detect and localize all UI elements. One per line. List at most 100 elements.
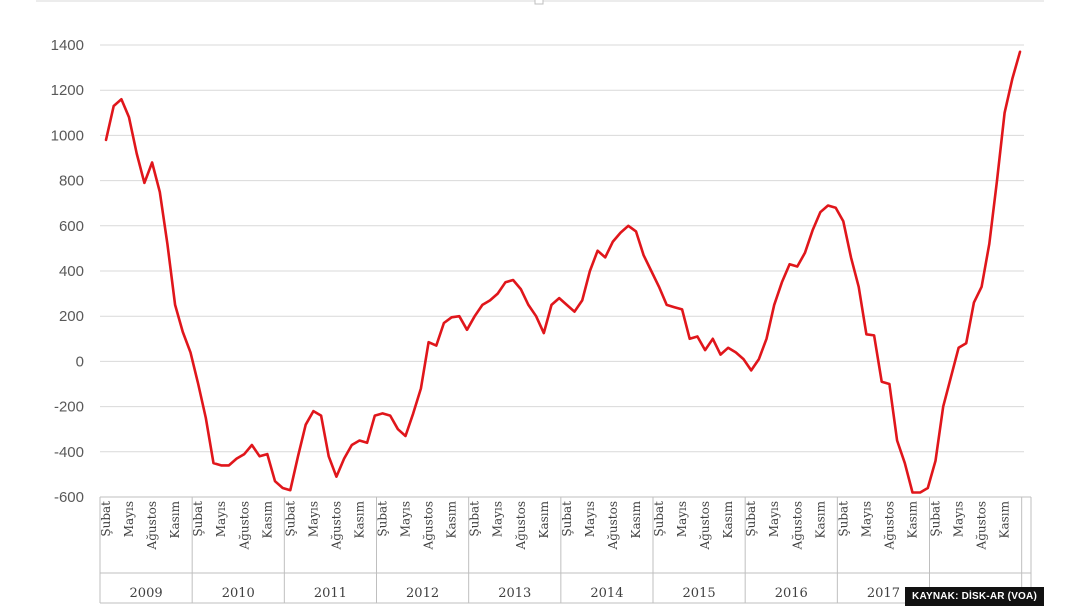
data-point xyxy=(904,462,906,464)
data-point xyxy=(351,444,353,446)
data-point xyxy=(281,487,283,489)
x-tick-label: Şubat xyxy=(652,501,666,537)
data-point xyxy=(374,414,376,416)
data-point xyxy=(865,333,867,335)
data-point xyxy=(527,304,529,306)
x-tick-label: Şubat xyxy=(376,501,390,537)
x-tick-label: Şubat xyxy=(560,501,574,537)
y-tick-label: 1400 xyxy=(51,37,84,54)
x-tick-label: Kasım xyxy=(905,500,919,538)
data-point xyxy=(566,304,568,306)
data-point xyxy=(665,304,667,306)
y-tick-label: 400 xyxy=(59,263,84,280)
data-point xyxy=(788,263,790,265)
data-point xyxy=(512,279,514,281)
x-tick-label: Mayıs xyxy=(767,501,781,537)
data-point xyxy=(489,299,491,301)
x-axis: 2009 Şubat Mayıs Ağustos Kasım 2010 Şubat Mayıs… xyxy=(99,496,1043,604)
data-point xyxy=(205,417,207,419)
data-point xyxy=(957,347,959,349)
x-tick-label: Kasım xyxy=(352,500,366,538)
x-tick-label: Şubat xyxy=(836,501,850,537)
data-point xyxy=(397,428,399,430)
year-label: 2013 xyxy=(498,586,531,601)
data-point xyxy=(973,301,975,303)
data-point xyxy=(850,256,852,258)
data-point xyxy=(612,240,614,242)
x-tick-label: Mayıs xyxy=(122,501,136,537)
data-point xyxy=(243,453,245,455)
y-tick-label: -200 xyxy=(54,399,84,416)
data-point xyxy=(228,464,230,466)
y-tick-label: 0 xyxy=(76,353,84,370)
data-point xyxy=(696,335,698,337)
data-point xyxy=(627,225,629,227)
data-point xyxy=(758,358,760,360)
data-point xyxy=(604,256,606,258)
x-tick-label: Şubat xyxy=(283,501,297,537)
data-point xyxy=(811,229,813,231)
x-tick-label: Mayıs xyxy=(583,501,597,537)
y-tick-label: 600 xyxy=(59,218,84,235)
data-point xyxy=(927,487,929,489)
y-tick-label: -400 xyxy=(54,444,84,461)
data-point xyxy=(481,304,483,306)
data-point xyxy=(673,306,675,308)
data-point xyxy=(458,315,460,317)
x-tick-label: Kasım xyxy=(537,500,551,538)
data-point xyxy=(258,455,260,457)
x-tick-label: Mayıs xyxy=(306,501,320,537)
data-point xyxy=(235,457,237,459)
data-point xyxy=(581,299,583,301)
data-point xyxy=(796,265,798,267)
x-tick-label: Ağustos xyxy=(422,501,436,550)
data-point xyxy=(650,270,652,272)
data-point xyxy=(304,423,306,425)
x-tick-label: Mayıs xyxy=(859,501,873,537)
x-tick-label: Kasım xyxy=(813,500,827,538)
data-point xyxy=(427,341,429,343)
data-point xyxy=(251,444,253,446)
data-point xyxy=(773,304,775,306)
data-point xyxy=(689,338,691,340)
data-point xyxy=(558,297,560,299)
data-point xyxy=(182,331,184,333)
data-point xyxy=(750,369,752,371)
x-tick-label: Kasım xyxy=(260,500,274,538)
data-point xyxy=(704,349,706,351)
y-tick-label: 800 xyxy=(59,173,84,190)
x-tick-label: Ağustos xyxy=(698,501,712,550)
data-point xyxy=(420,387,422,389)
data-point xyxy=(543,332,545,334)
y-tick-label: 1000 xyxy=(51,127,84,144)
y-tick-label: 1200 xyxy=(51,82,84,99)
data-point xyxy=(197,383,199,385)
data-point xyxy=(443,322,445,324)
data-point xyxy=(950,376,952,378)
data-point xyxy=(274,480,276,482)
x-tick-label: Mayıs xyxy=(399,501,413,537)
x-tick-label: Şubat xyxy=(744,501,758,537)
data-point xyxy=(1011,78,1013,80)
data-point xyxy=(980,286,982,288)
data-point xyxy=(435,344,437,346)
data-point xyxy=(520,288,522,290)
data-point xyxy=(881,381,883,383)
data-point xyxy=(911,491,913,493)
x-tick-label: Ağustos xyxy=(237,501,251,550)
x-tick-label: Ağustos xyxy=(145,501,159,550)
data-point xyxy=(473,315,475,317)
x-tick-label: Şubat xyxy=(191,501,205,537)
year-label: 2014 xyxy=(590,586,623,601)
data-point xyxy=(681,308,683,310)
data-point xyxy=(858,286,860,288)
data-point xyxy=(189,351,191,353)
data-point xyxy=(166,243,168,245)
data-point xyxy=(781,281,783,283)
y-tick-label: -600 xyxy=(54,489,84,506)
year-label: 2009 xyxy=(130,586,163,601)
data-point xyxy=(450,316,452,318)
data-point xyxy=(589,270,591,272)
data-point xyxy=(635,230,637,232)
x-tick-label: Ağustos xyxy=(606,501,620,550)
